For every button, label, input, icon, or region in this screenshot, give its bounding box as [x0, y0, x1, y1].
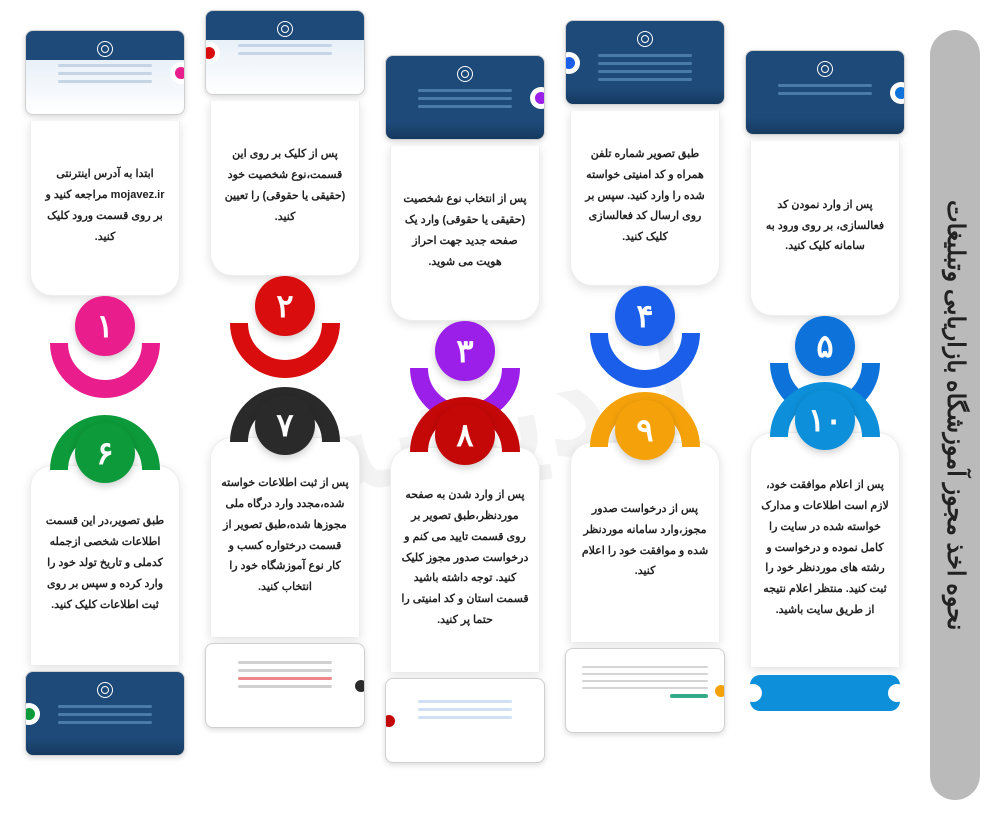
- step-4: طبق تصویر شماره تلفن همراه و کد امنیتی خ…: [560, 20, 730, 377]
- step-7-number: ۷: [255, 395, 315, 455]
- step-5: پس از وارد نمودن کد فعالسازی، بر روی ورو…: [740, 50, 910, 377]
- step-9: ۹ پس از درخواست صدور مجوز،وارد سامانه مو…: [560, 402, 730, 763]
- step-8-badge-wrap: ۸: [410, 397, 520, 457]
- step-3: پس از انتخاب نوع شخصیت (حقیقی یا حقوقی) …: [380, 55, 550, 377]
- step-2-number: ۲: [255, 276, 315, 336]
- step-10: ۱۰ پس از اعلام موافقت خود، لازم است اطلا…: [740, 392, 910, 763]
- title-bar: نحوه اخذ مجوز آموزشگاه بازاریابی وتبلیغا…: [930, 30, 980, 800]
- step-10-connector: [750, 675, 900, 711]
- step-3-body: پس از انتخاب نوع شخصیت (حقیقی یا حقوقی) …: [390, 146, 540, 321]
- step-3-screenshot: [385, 55, 545, 140]
- step-4-number: ۴: [615, 286, 675, 346]
- step-2-body: پس از کلیک بر روی این قسمت،نوع شخصیت خود…: [210, 101, 360, 276]
- step-5-screenshot: [745, 50, 905, 135]
- step-2-text: پس از کلیک بر روی این قسمت،نوع شخصیت خود…: [221, 144, 349, 228]
- page-title: نحوه اخذ مجوز آموزشگاه بازاریابی وتبلیغا…: [941, 200, 969, 630]
- step-5-body: پس از وارد نمودن کد فعالسازی، بر روی ورو…: [750, 141, 900, 316]
- step-8-screenshot: [385, 678, 545, 763]
- step-6: ۶ طبق تصویر،در این قسمت اطلاعات شخصی ازج…: [20, 425, 190, 763]
- step-9-badge-wrap: ۹: [590, 392, 700, 452]
- step-1-number: ۱: [75, 296, 135, 356]
- step-10-badge-wrap: ۱۰: [770, 382, 880, 442]
- step-9-screenshot: [565, 648, 725, 733]
- step-1-body: ابتدا به آدرس اینترنتی mojavez.ir مراجعه…: [30, 121, 180, 296]
- step-4-badge-wrap: ۴: [590, 278, 700, 338]
- step-7-text: پس از ثبت اطلاعات خواسته شده،مجدد وارد د…: [221, 473, 349, 598]
- step-6-body: طبق تصویر،در این قسمت اطلاعات شخصی ازجمل…: [30, 465, 180, 665]
- step-9-text: پس از درخواست صدور مجوز،وارد سامانه مورد…: [581, 499, 709, 583]
- step-4-body: طبق تصویر شماره تلفن همراه و کد امنیتی خ…: [570, 111, 720, 286]
- step-2-screenshot: [205, 10, 365, 95]
- step-8-body: پس از وارد شدن به صفحه موردنظر،طبق تصویر…: [390, 447, 540, 672]
- step-8: ۸ پس از وارد شدن به صفحه موردنظر،طبق تصو…: [380, 407, 550, 763]
- step-7-body: پس از ثبت اطلاعات خواسته شده،مجدد وارد د…: [210, 437, 360, 637]
- step-10-number: ۱۰: [795, 390, 855, 450]
- step-5-badge-wrap: ۵: [770, 308, 880, 368]
- step-8-number: ۸: [435, 405, 495, 465]
- step-10-text: پس از اعلام موافقت خود، لازم است اطلاعات…: [761, 475, 889, 621]
- step-7: ۷ پس از ثبت اطلاعات خواسته شده،مجدد وارد…: [200, 397, 370, 763]
- step-1-screenshot: [25, 30, 185, 115]
- step-7-badge-wrap: ۷: [230, 387, 340, 447]
- notch-dot: [175, 67, 185, 79]
- step-5-text: پس از وارد نمودن کد فعالسازی، بر روی ورو…: [761, 195, 889, 258]
- step-6-screenshot: [25, 671, 185, 756]
- step-1-badge-wrap: ۱: [50, 288, 160, 348]
- step-2: پس از کلیک بر روی این قسمت،نوع شخصیت خود…: [200, 10, 370, 377]
- step-1: ابتدا به آدرس اینترنتی mojavez.ir مراجعه…: [20, 30, 190, 377]
- step-3-number: ۳: [435, 321, 495, 381]
- step-6-number: ۶: [75, 423, 135, 483]
- step-9-number: ۹: [615, 400, 675, 460]
- step-10-body: پس از اعلام موافقت خود، لازم است اطلاعات…: [750, 432, 900, 667]
- steps-grid: ابتدا به آدرس اینترنتی mojavez.ir مراجعه…: [20, 30, 910, 763]
- step-7-screenshot: [205, 643, 365, 728]
- step-6-text: طبق تصویر،در این قسمت اطلاعات شخصی ازجمل…: [41, 511, 169, 615]
- step-9-body: پس از درخواست صدور مجوز،وارد سامانه مورد…: [570, 442, 720, 642]
- step-8-text: پس از وارد شدن به صفحه موردنظر،طبق تصویر…: [401, 485, 529, 631]
- step-2-badge-wrap: ۲: [230, 268, 340, 328]
- step-6-badge-wrap: ۶: [50, 415, 160, 475]
- step-3-text: پس از انتخاب نوع شخصیت (حقیقی یا حقوقی) …: [401, 189, 529, 273]
- step-3-badge-wrap: ۳: [410, 313, 520, 373]
- step-4-text: طبق تصویر شماره تلفن همراه و کد امنیتی خ…: [581, 144, 709, 248]
- step-4-screenshot: [565, 20, 725, 105]
- step-5-number: ۵: [795, 316, 855, 376]
- step-1-text: ابتدا به آدرس اینترنتی mojavez.ir مراجعه…: [41, 164, 169, 248]
